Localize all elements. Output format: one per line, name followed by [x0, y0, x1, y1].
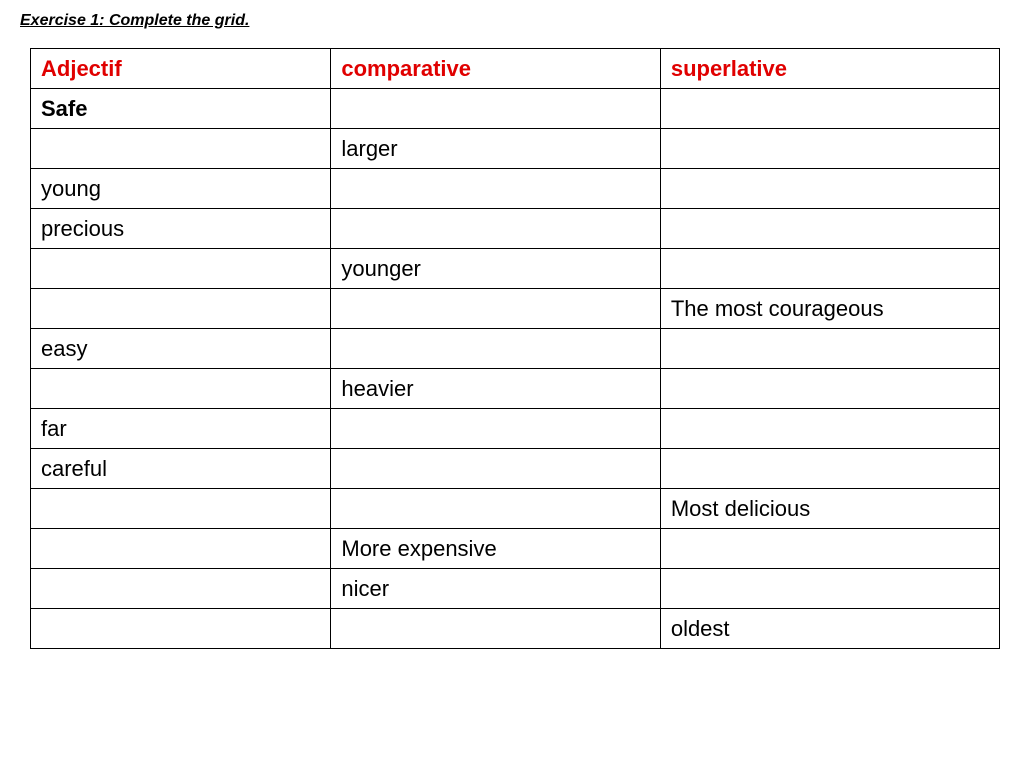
cell-adjectif	[31, 489, 331, 529]
cell-adjectif	[31, 529, 331, 569]
table-row: careful	[31, 449, 1000, 489]
cell-adjectif: young	[31, 169, 331, 209]
header-comparative: comparative	[331, 49, 660, 89]
adjective-grid-table: Adjectif comparative superlative Safe la…	[30, 48, 1000, 649]
cell-superlative	[660, 329, 999, 369]
cell-superlative	[660, 89, 999, 129]
cell-comparative	[331, 89, 660, 129]
cell-superlative: oldest	[660, 609, 999, 649]
exercise-title: Exercise 1: Complete the grid.	[20, 12, 1004, 30]
cell-comparative	[331, 489, 660, 529]
cell-comparative	[331, 329, 660, 369]
cell-superlative	[660, 529, 999, 569]
cell-adjectif: precious	[31, 209, 331, 249]
cell-superlative	[660, 409, 999, 449]
cell-comparative: heavier	[331, 369, 660, 409]
table-row: young	[31, 169, 1000, 209]
cell-adjectif	[31, 569, 331, 609]
cell-adjectif: easy	[31, 329, 331, 369]
cell-adjectif	[31, 609, 331, 649]
table-row: oldest	[31, 609, 1000, 649]
cell-superlative	[660, 209, 999, 249]
cell-adjectif	[31, 249, 331, 289]
cell-superlative	[660, 249, 999, 289]
cell-adjectif	[31, 289, 331, 329]
cell-comparative	[331, 609, 660, 649]
cell-comparative: More expensive	[331, 529, 660, 569]
table-row: precious	[31, 209, 1000, 249]
header-superlative: superlative	[660, 49, 999, 89]
table-row: easy	[31, 329, 1000, 369]
table-row: The most courageous	[31, 289, 1000, 329]
table-row: younger	[31, 249, 1000, 289]
table-row: Safe	[31, 89, 1000, 129]
cell-adjectif	[31, 369, 331, 409]
cell-superlative	[660, 129, 999, 169]
cell-superlative	[660, 369, 999, 409]
cell-superlative	[660, 449, 999, 489]
cell-comparative	[331, 409, 660, 449]
table-body: Safe larger young precious younger T	[31, 89, 1000, 649]
table-row: Most delicious	[31, 489, 1000, 529]
table-row: More expensive	[31, 529, 1000, 569]
header-row: Adjectif comparative superlative	[31, 49, 1000, 89]
cell-comparative	[331, 289, 660, 329]
cell-superlative	[660, 169, 999, 209]
header-adjectif: Adjectif	[31, 49, 331, 89]
table-row: nicer	[31, 569, 1000, 609]
cell-superlative: The most courageous	[660, 289, 999, 329]
table-row: heavier	[31, 369, 1000, 409]
cell-comparative: larger	[331, 129, 660, 169]
cell-comparative	[331, 169, 660, 209]
table-row: far	[31, 409, 1000, 449]
table-row: larger	[31, 129, 1000, 169]
cell-comparative: younger	[331, 249, 660, 289]
cell-adjectif: Safe	[31, 89, 331, 129]
cell-comparative: nicer	[331, 569, 660, 609]
cell-adjectif	[31, 129, 331, 169]
cell-comparative	[331, 209, 660, 249]
cell-adjectif: careful	[31, 449, 331, 489]
cell-adjectif: far	[31, 409, 331, 449]
cell-superlative: Most delicious	[660, 489, 999, 529]
cell-comparative	[331, 449, 660, 489]
cell-superlative	[660, 569, 999, 609]
